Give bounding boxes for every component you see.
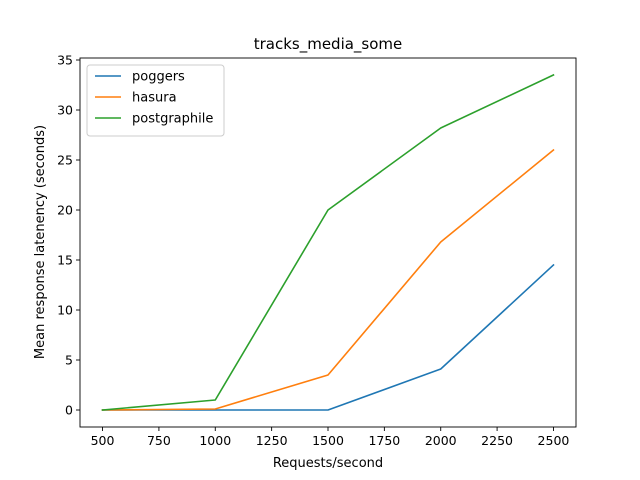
x-tick-label: 2000 xyxy=(425,433,457,448)
y-tick-label: 25 xyxy=(57,153,73,168)
series-line-postgraphile xyxy=(101,73,555,411)
x-tick-label: 2500 xyxy=(538,433,570,448)
x-tick-label: 500 xyxy=(91,433,115,448)
x-axis-label: Requests/second xyxy=(273,456,383,471)
x-tick-label: 1500 xyxy=(312,433,344,448)
plot-area: 500 750 1000 1250 1500 1750 2000 2250 2500 0 5 10 15… xyxy=(57,53,577,448)
y-tick-label: 20 xyxy=(57,203,73,218)
legend-label-poggers: poggers xyxy=(132,70,185,85)
legend-label-postgraphile: postgraphile xyxy=(132,112,213,127)
chart-title: tracks_media_some xyxy=(254,35,403,54)
x-tick-label: 2250 xyxy=(481,433,513,448)
x-tick-label: 1000 xyxy=(199,433,231,448)
y-tick-label: 15 xyxy=(57,253,73,268)
legend-box xyxy=(86,64,225,137)
x-tick-label: 1750 xyxy=(368,433,400,448)
y-tick-label: 5 xyxy=(65,353,73,368)
y-axis-label: Mean response latenency (seconds) xyxy=(33,125,48,359)
y-tick-label: 35 xyxy=(57,53,73,68)
y-tick-label: 10 xyxy=(57,303,73,318)
y-tick-label: 0 xyxy=(65,403,73,418)
series-line-hasura xyxy=(101,148,555,411)
x-tick-label: 1250 xyxy=(256,433,288,448)
y-tick-label: 30 xyxy=(57,103,73,118)
x-tick-label: 750 xyxy=(147,433,171,448)
legend-label-hasura: hasura xyxy=(132,91,177,106)
